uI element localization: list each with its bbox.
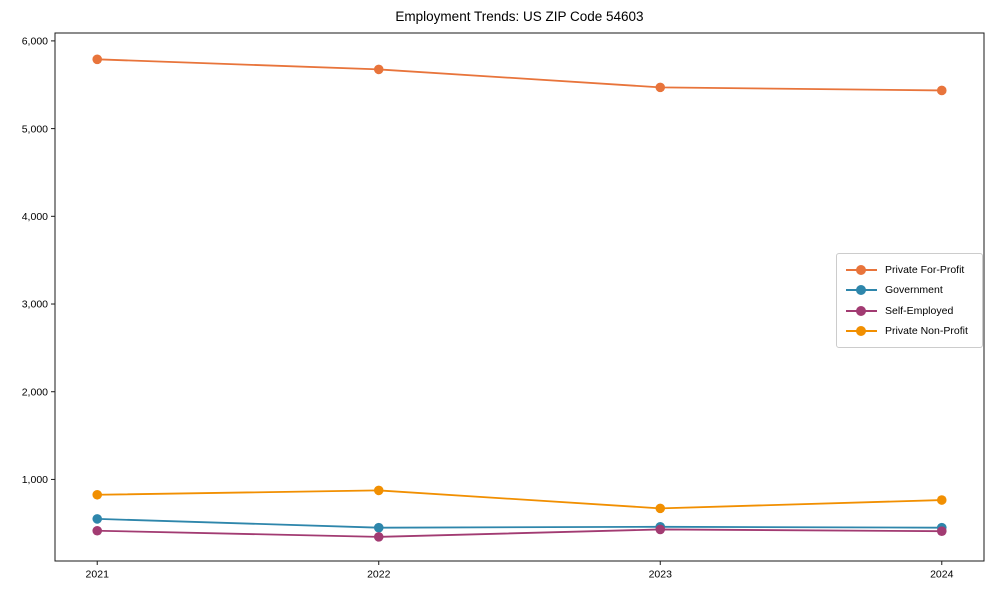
series-marker-private-non-profit-2024	[936, 495, 947, 505]
series-marker-private-for-profit-2024	[936, 85, 947, 96]
y-tick-label: 6,000	[22, 36, 48, 48]
axes-frame	[54, 32, 985, 562]
chart-title: Employment Trends: US ZIP Code 54603	[395, 9, 644, 24]
x-tick-label: 2021	[86, 569, 110, 581]
legend-label: Government	[885, 284, 943, 297]
legend-marker-icon	[846, 265, 877, 276]
series-line-private-non-profit	[97, 489, 942, 510]
series-marker-private-non-profit-2023	[655, 503, 666, 514]
x-tick-label: 2022	[367, 569, 391, 581]
legend-entry-self-employed: Self-Employed	[846, 301, 974, 321]
series-marker-self-employed-2023	[655, 524, 666, 535]
series-marker-private-non-profit-2021	[92, 489, 103, 500]
y-tick-label: 2,000	[22, 386, 48, 398]
legend-label: Private For-Profit	[885, 264, 965, 276]
y-tick-label: 3,000	[22, 299, 48, 311]
legend-marker-icon	[846, 325, 877, 336]
series-marker-private-for-profit-2022	[373, 64, 384, 75]
series-marker-self-employed-2022	[373, 532, 384, 542]
y-tick-label: 1,000	[22, 474, 48, 486]
legend-marker-icon	[846, 285, 877, 296]
series-marker-private-non-profit-2022	[373, 485, 384, 496]
series-line-self-employed	[97, 528, 942, 538]
y-tick-label: 4,000	[22, 211, 48, 223]
legend-marker-icon	[846, 305, 877, 316]
legend-entry-private-for-profit: Private For-Profit	[846, 260, 974, 280]
series-marker-self-employed-2024	[936, 526, 947, 536]
legend-entry-government: Government	[846, 280, 974, 300]
legend: Private For-Profit Government Self-Employe…	[836, 253, 983, 348]
series-marker-government-2021	[92, 514, 103, 524]
legend-label: Private Non-Profit	[885, 324, 968, 337]
x-tick-label: 2024	[930, 569, 954, 581]
x-tick-label: 2023	[649, 569, 673, 581]
series-marker-private-for-profit-2023	[655, 82, 666, 93]
series-marker-self-employed-2021	[92, 525, 103, 536]
series-marker-government-2022	[373, 522, 384, 533]
series-line-government	[97, 518, 942, 529]
legend-entry-private-non-profit: Private Non-Profit	[846, 321, 974, 341]
series-marker-private-for-profit-2021	[92, 54, 103, 65]
y-tick-label: 5,000	[22, 123, 48, 135]
legend-label: Self-Employed	[885, 304, 954, 317]
series-line-private-for-profit	[97, 58, 942, 92]
